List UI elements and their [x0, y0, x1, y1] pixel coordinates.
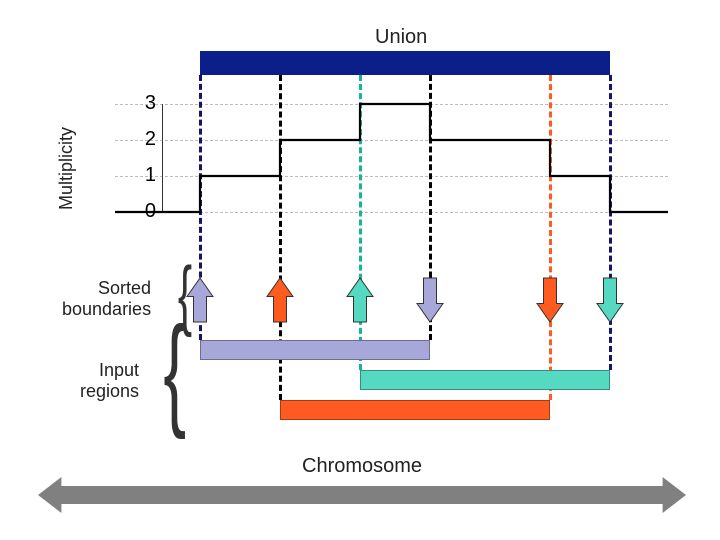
- boundary-arrow-icon: [593, 274, 627, 326]
- y-tick-label: 2: [120, 128, 156, 151]
- boundary-dash: [549, 75, 552, 400]
- chromosome-arrow-icon: [38, 477, 686, 513]
- chromosome-label: Chromosome: [302, 455, 422, 478]
- y-tick-label: 0: [120, 200, 156, 223]
- brace-icon: {: [163, 340, 186, 402]
- region-b: [280, 400, 550, 420]
- boundary-arrow-icon: [263, 274, 297, 326]
- gridline: [115, 176, 668, 177]
- gridline: [115, 212, 668, 213]
- region-a: [200, 340, 430, 360]
- union-label: Union: [375, 26, 427, 49]
- boundary-arrow-icon: [413, 274, 447, 326]
- y-tick-label: 3: [120, 92, 156, 115]
- y-axis-label: Multiplicity: [56, 127, 77, 210]
- boundary-arrow-icon: [343, 274, 377, 326]
- multiplicity-step: [115, 104, 668, 212]
- union-bar: [200, 51, 610, 75]
- input-regions-label: Input regions: [80, 360, 139, 402]
- sorted-boundaries-label: Sorted boundaries: [62, 278, 151, 320]
- y-tick-label: 1: [120, 164, 156, 187]
- gridline: [115, 104, 668, 105]
- region-c: [360, 370, 610, 390]
- y-axis: [162, 104, 163, 212]
- gridline: [115, 140, 668, 141]
- boundary-arrow-icon: [533, 274, 567, 326]
